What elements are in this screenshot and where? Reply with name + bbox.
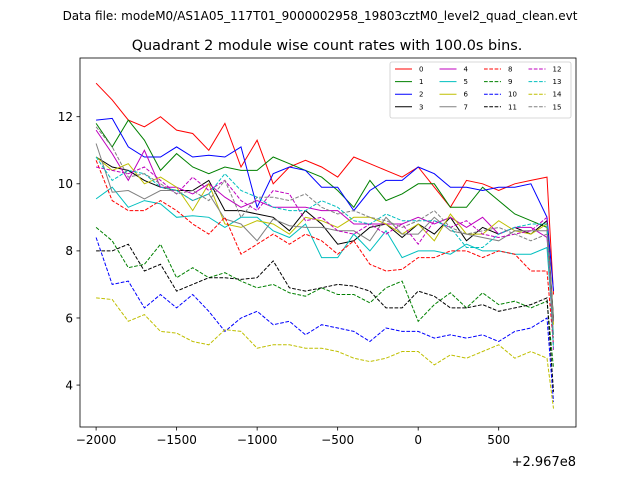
series-line-9 bbox=[95, 227, 554, 369]
legend-label-14: 14 bbox=[553, 91, 562, 99]
y-tick-label: 8 bbox=[65, 244, 73, 258]
legend-label-8: 8 bbox=[508, 66, 512, 74]
series-line-0 bbox=[95, 82, 554, 295]
series-line-11 bbox=[96, 243, 554, 392]
x-offset-label: +2.967e8 bbox=[512, 455, 576, 470]
legend-label-4: 4 bbox=[464, 66, 469, 74]
x-tick-label: −500 bbox=[321, 433, 354, 447]
series-line-8 bbox=[95, 160, 554, 345]
legend-label-2: 2 bbox=[419, 91, 423, 99]
series-line-5 bbox=[95, 186, 554, 335]
suptitle: Data file: modeM0/AS1A05_117T01_90000029… bbox=[63, 9, 578, 23]
y-tick-label: 4 bbox=[65, 378, 73, 392]
series-line-7 bbox=[95, 143, 554, 322]
x-axis: −2000 −1500 −1000 −500 0 500 bbox=[76, 427, 510, 447]
plot-frame bbox=[79, 57, 577, 428]
y-axis: 4 6 8 10 12 bbox=[58, 110, 80, 392]
x-tick-label: −1500 bbox=[156, 433, 197, 447]
legend-label-6: 6 bbox=[464, 91, 469, 99]
series-line-14 bbox=[96, 297, 554, 409]
legend-label-13: 13 bbox=[553, 78, 562, 86]
x-tick-label: −1000 bbox=[237, 433, 278, 447]
y-tick-label: 10 bbox=[58, 177, 73, 191]
legend-label-11: 11 bbox=[508, 103, 517, 111]
legend-label-12: 12 bbox=[553, 66, 562, 74]
legend-label-1: 1 bbox=[419, 78, 423, 86]
legend-label-10: 10 bbox=[508, 91, 517, 99]
legend-label-3: 3 bbox=[419, 103, 423, 111]
series-line-13 bbox=[95, 156, 554, 349]
series-line-6 bbox=[95, 156, 554, 325]
series-line-10 bbox=[95, 237, 554, 402]
x-tick-label: −2000 bbox=[76, 433, 117, 447]
series-line-1 bbox=[95, 119, 554, 319]
legend-label-5: 5 bbox=[464, 78, 468, 86]
series-line-15 bbox=[95, 126, 554, 339]
plot-lines bbox=[95, 82, 554, 409]
chart-title: Quadrant 2 module wise count rates with … bbox=[132, 38, 523, 54]
legend-label-7: 7 bbox=[464, 103, 468, 111]
legend-label-9: 9 bbox=[508, 78, 512, 86]
y-tick-label: 6 bbox=[65, 311, 73, 325]
x-tick-label: 0 bbox=[414, 433, 422, 447]
series-line-2 bbox=[96, 117, 554, 292]
y-tick-label: 12 bbox=[58, 110, 73, 124]
legend-label-0: 0 bbox=[419, 66, 423, 74]
x-tick-label: 500 bbox=[487, 433, 510, 447]
legend-frame bbox=[389, 61, 572, 119]
legend-label-15: 15 bbox=[553, 103, 562, 111]
